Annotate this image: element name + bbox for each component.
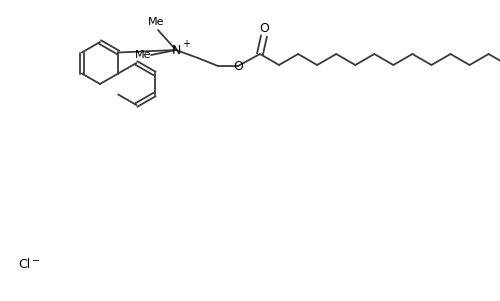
Text: +: +	[182, 39, 190, 49]
Text: N: N	[172, 44, 180, 57]
Text: −: −	[32, 256, 40, 266]
Text: Me: Me	[135, 50, 151, 60]
Text: Me: Me	[148, 17, 164, 27]
Text: O: O	[233, 60, 243, 73]
Text: O: O	[259, 23, 269, 36]
Text: Cl: Cl	[18, 259, 30, 272]
